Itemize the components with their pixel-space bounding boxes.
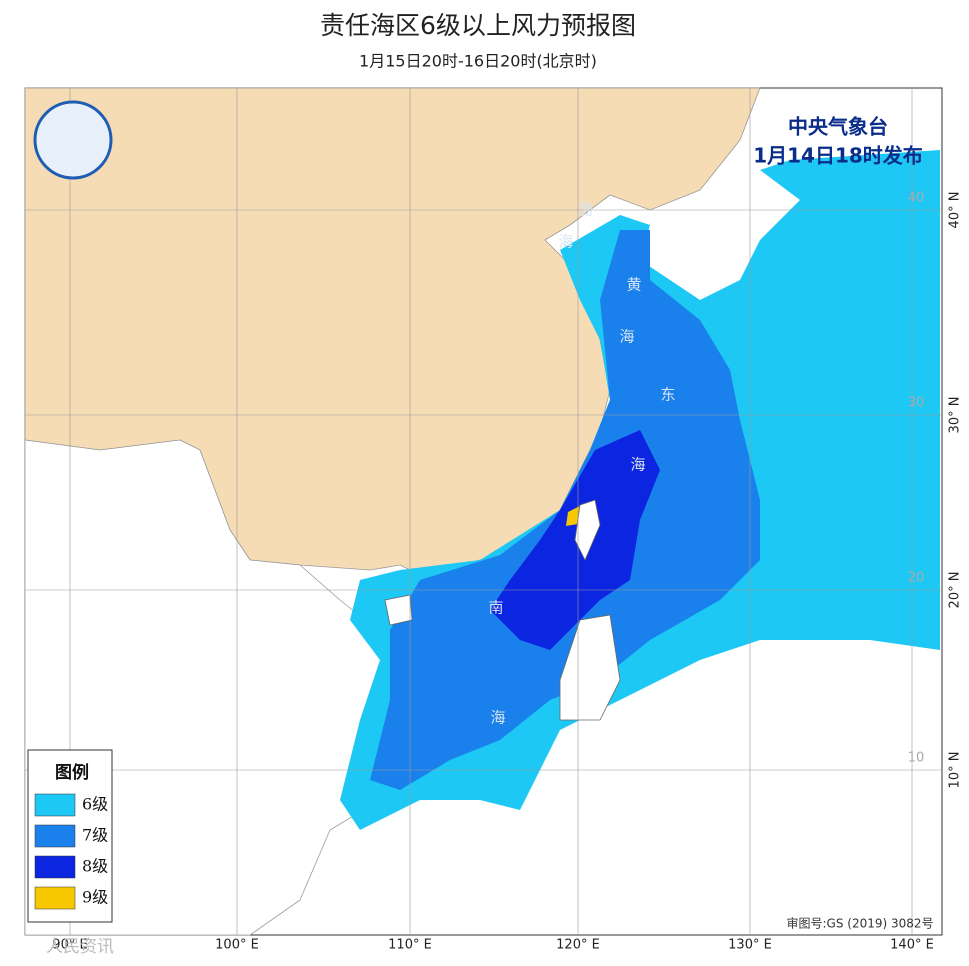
grid-label: 20	[908, 571, 925, 586]
legend-swatch	[34, 855, 76, 879]
taiwan	[574, 499, 601, 561]
legend-swatch	[34, 886, 76, 910]
sea-label: 黄	[626, 276, 641, 294]
legend-title: 图例	[55, 762, 89, 783]
approval-number: 审图号:GS (2019) 3082号	[786, 916, 933, 931]
legend-label: 8级	[82, 857, 108, 876]
wind-area	[566, 506, 580, 526]
lat-label: 10° N	[948, 752, 963, 789]
lon-label: 110° E	[388, 938, 432, 953]
legend-label: 6级	[82, 795, 108, 814]
map: 90° E 100° E 110° E 120° E 130° E 140° E 40° N…	[24, 87, 963, 953]
sea-label: 海	[558, 233, 573, 251]
sea-label: 南	[488, 599, 503, 617]
subtitle: 1月15日20时-16日20时(北京时)	[359, 52, 597, 71]
lat-label: 20° N	[948, 572, 963, 609]
issuer: 中央气象台	[788, 115, 888, 139]
lon-label: 90° E	[52, 938, 87, 953]
watermark: 人民资讯	[46, 937, 114, 957]
lon-label: 100° E	[215, 938, 259, 953]
legend-label: 7级	[82, 826, 108, 845]
cma-logo	[33, 100, 113, 180]
sea-label: 海	[630, 456, 645, 474]
grid-label: 10	[908, 751, 925, 766]
grid-label: 40	[908, 191, 925, 206]
lon-label: 140° E	[890, 938, 934, 953]
sea-label: 东	[660, 386, 675, 404]
hainan	[384, 594, 413, 626]
legend-label: 9级	[82, 888, 108, 907]
title: 责任海区6级以上风力预报图	[320, 11, 636, 40]
sea-label: 海	[619, 328, 634, 346]
sea-label: 海	[490, 709, 505, 727]
grid-label: 30	[908, 396, 925, 411]
lat-label: 30° N	[948, 397, 963, 434]
legend-swatch	[34, 824, 76, 848]
lon-label: 130° E	[728, 938, 772, 953]
legend-swatch	[34, 793, 76, 817]
philippines	[559, 614, 621, 721]
lon-label: 120° E	[556, 938, 600, 953]
sea-label: 渤	[577, 201, 592, 219]
issue-time: 1月14日18时发布	[753, 144, 923, 168]
lat-label: 40° N	[948, 192, 963, 229]
